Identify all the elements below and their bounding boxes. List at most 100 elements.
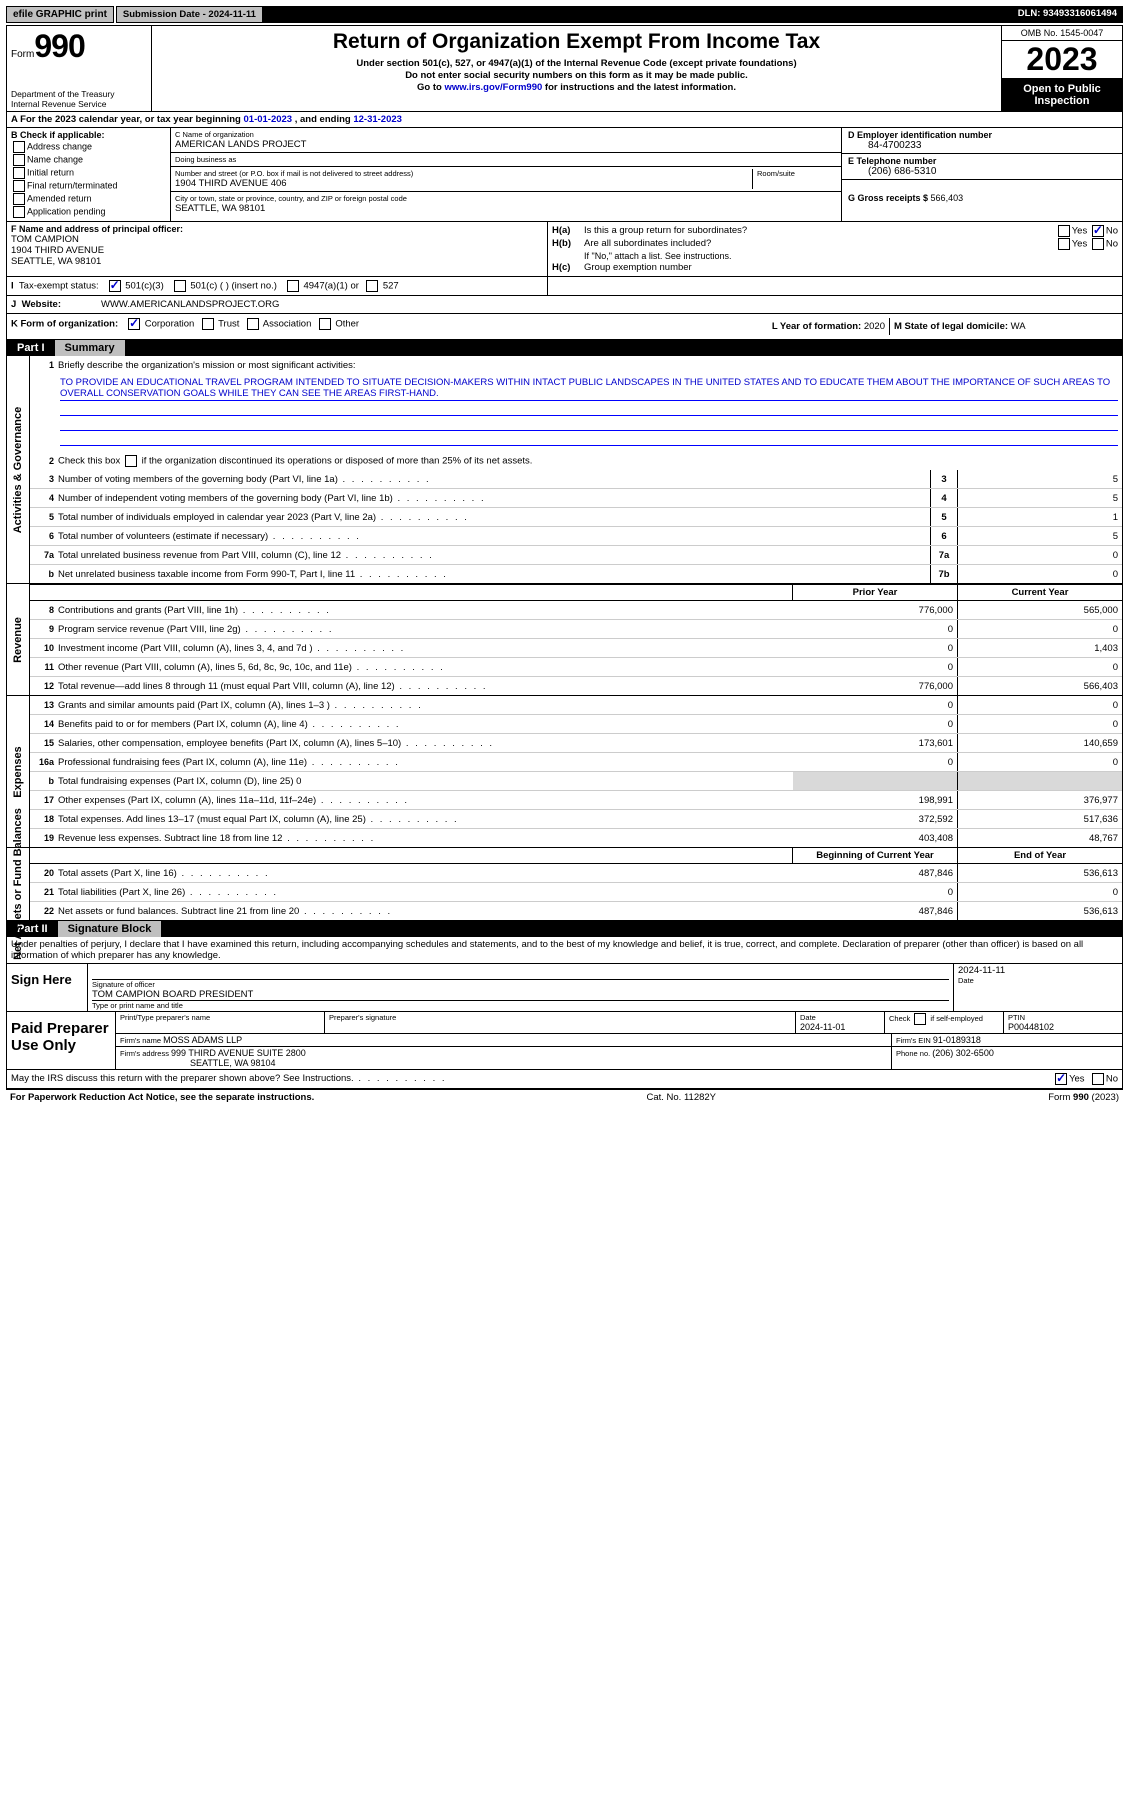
summary-line: 8Contributions and grants (Part VIII, li…: [30, 601, 1122, 620]
subtitle-1: Under section 501(c), 527, or 4947(a)(1)…: [158, 58, 995, 69]
vlabel-revenue: Revenue: [7, 584, 30, 695]
summary-line: 4Number of independent voting members of…: [30, 489, 1122, 508]
summary-line: 6Total number of volunteers (estimate if…: [30, 527, 1122, 546]
section-fh: F Name and address of principal officer:…: [7, 222, 1122, 277]
topbar-spacer: [263, 6, 1012, 23]
summary-line: 3Number of voting members of the governi…: [30, 470, 1122, 489]
summary-line: 18Total expenses. Add lines 13–17 (must …: [30, 810, 1122, 829]
chk-trust[interactable]: [202, 318, 214, 330]
chk-4947[interactable]: [287, 280, 299, 292]
section-k: K Form of organization: Corporation Trus…: [7, 314, 1122, 340]
c-dba-label: Doing business as: [175, 155, 837, 164]
part1-netassets: Net Assets or Fund Balances Beginning of…: [7, 848, 1122, 921]
subtitle-3: Go to www.irs.gov/Form990 for instructio…: [158, 82, 995, 93]
c-name-label: C Name of organization: [175, 130, 837, 139]
form-header: Form990 Department of the Treasury Inter…: [7, 26, 1122, 112]
form-word: Form: [11, 49, 34, 60]
summary-line: 20Total assets (Part X, line 16)487,8465…: [30, 864, 1122, 883]
summary-line: 21Total liabilities (Part X, line 26)00: [30, 883, 1122, 902]
b-opt-3[interactable]: Final return/terminated: [11, 180, 166, 192]
b-opt-2[interactable]: Initial return: [11, 167, 166, 179]
irs-link[interactable]: www.irs.gov/Form990: [444, 82, 542, 93]
net-header: Beginning of Current Year End of Year: [30, 848, 1122, 864]
section-m: M State of legal domicile: WA: [890, 318, 1118, 335]
d-ein: D Employer identification number 84-4700…: [842, 128, 1122, 154]
h-b: H(b) Are all subordinates included? Yes …: [552, 238, 1118, 250]
col-h: H(a) Is this a group return for subordin…: [548, 222, 1122, 276]
part1-revenue: Revenue Prior Year Current Year 8Contrib…: [7, 584, 1122, 696]
c-street-row: Number and street (or P.O. box if mail i…: [171, 167, 841, 192]
col-c: C Name of organization AMERICAN LANDS PR…: [171, 128, 841, 221]
b-opt-4[interactable]: Amended return: [11, 193, 166, 205]
part1-governance: Activities & Governance 1 Briefly descri…: [7, 356, 1122, 584]
c-dba-row: Doing business as: [171, 153, 841, 167]
b-label: B Check if applicable:: [11, 130, 166, 140]
vlabel-netassets: Net Assets or Fund Balances: [7, 848, 30, 920]
part1-bar: Part I Summary: [7, 340, 1122, 356]
chk-assoc[interactable]: [247, 318, 259, 330]
summary-line: 17Other expenses (Part IX, column (A), l…: [30, 791, 1122, 810]
h-c: H(c) Group exemption number: [552, 262, 1118, 273]
summary-line: 5Total number of individuals employed in…: [30, 508, 1122, 527]
part1-expenses: Expenses 13Grants and similar amounts pa…: [7, 696, 1122, 848]
summary-line: bTotal fundraising expenses (Part IX, co…: [30, 772, 1122, 791]
dln: DLN: 93493316061494: [1012, 6, 1123, 23]
col-f: F Name and address of principal officer:…: [7, 222, 548, 276]
header-left: Form990 Department of the Treasury Inter…: [7, 26, 152, 111]
summary-line: 14Benefits paid to or for members (Part …: [30, 715, 1122, 734]
subtitle-2: Do not enter social security numbers on …: [158, 70, 995, 81]
form-title: Return of Organization Exempt From Incom…: [158, 30, 995, 54]
officer-name: TOM CAMPION BOARD PRESIDENT: [92, 989, 949, 1000]
summary-line: 11Other revenue (Part VIII, column (A), …: [30, 658, 1122, 677]
d-gross: G Gross receipts $ 566,403: [842, 180, 1122, 221]
chk-discuss-no[interactable]: [1092, 1073, 1104, 1085]
vlabel-governance: Activities & Governance: [7, 356, 30, 583]
section-l: L Year of formation: 2020: [768, 318, 890, 335]
section-j: J Website: WWW.AMERICANLANDSPROJECT.ORG: [7, 296, 1122, 314]
section-abc: B Check if applicable: Address change Na…: [7, 128, 1122, 222]
form-number: 990: [34, 28, 84, 64]
sig-declaration: Under penalties of perjury, I declare th…: [7, 937, 1122, 963]
header-right: OMB No. 1545-0047 2023 Open to Public In…: [1001, 26, 1122, 111]
b-opt-5[interactable]: Application pending: [11, 206, 166, 218]
mission-text: TO PROVIDE AN EDUCATIONAL TRAVEL PROGRAM…: [30, 374, 1122, 452]
chk-discontinued[interactable]: [125, 455, 137, 467]
efile-button[interactable]: efile GRAPHIC print: [6, 6, 114, 23]
section-i: I Tax-exempt status: 501(c)(3) 501(c) ( …: [7, 277, 1122, 296]
form-frame: Form990 Department of the Treasury Inter…: [6, 25, 1123, 1090]
d-tel: E Telephone number (206) 686-5310: [842, 154, 1122, 180]
chk-corp[interactable]: [128, 318, 140, 330]
b-opt-1[interactable]: Name change: [11, 154, 166, 166]
sig-date: 2024-11-11: [958, 965, 1118, 976]
h-b-note: If "No," attach a list. See instructions…: [552, 251, 1118, 261]
open-public: Open to Public Inspection: [1002, 79, 1122, 111]
h-a: H(a) Is this a group return for subordin…: [552, 225, 1118, 237]
b-opt-0[interactable]: Address change: [11, 141, 166, 153]
chk-527[interactable]: [366, 280, 378, 292]
tax-year-line: A For the 2023 calendar year, or tax yea…: [7, 112, 1122, 128]
omb-number: OMB No. 1545-0047: [1002, 26, 1122, 41]
submission-date: Submission Date - 2024-11-11: [116, 6, 263, 23]
paid-preparer-row: Paid Preparer Use Only Print/Type prepar…: [7, 1011, 1122, 1070]
chk-501c3[interactable]: [109, 280, 121, 292]
chk-other[interactable]: [319, 318, 331, 330]
summary-line: 10Investment income (Part VIII, column (…: [30, 639, 1122, 658]
page-footer: For Paperwork Reduction Act Notice, see …: [6, 1090, 1123, 1105]
summary-line: 16aProfessional fundraising fees (Part I…: [30, 753, 1122, 772]
summary-line: bNet unrelated business taxable income f…: [30, 565, 1122, 583]
sign-here-row: Sign Here Signature of officer TOM CAMPI…: [7, 963, 1122, 1011]
chk-discuss-yes[interactable]: [1055, 1073, 1067, 1085]
header-center: Return of Organization Exempt From Incom…: [152, 26, 1001, 111]
summary-line: 7aTotal unrelated business revenue from …: [30, 546, 1122, 565]
rev-header: Prior Year Current Year: [30, 584, 1122, 601]
summary-line: 19Revenue less expenses. Subtract line 1…: [30, 829, 1122, 847]
summary-line: 13Grants and similar amounts paid (Part …: [30, 696, 1122, 715]
website-value: WWW.AMERICANLANDSPROJECT.ORG: [101, 299, 279, 310]
summary-line: 15Salaries, other compensation, employee…: [30, 734, 1122, 753]
chk-501c[interactable]: [174, 280, 186, 292]
tax-year: 2023: [1002, 41, 1122, 79]
part2-bar: Part II Signature Block: [7, 921, 1122, 937]
signature-block: Under penalties of perjury, I declare th…: [7, 937, 1122, 1089]
top-bar: efile GRAPHIC print Submission Date - 20…: [6, 6, 1123, 23]
summary-line: 22Net assets or fund balances. Subtract …: [30, 902, 1122, 920]
